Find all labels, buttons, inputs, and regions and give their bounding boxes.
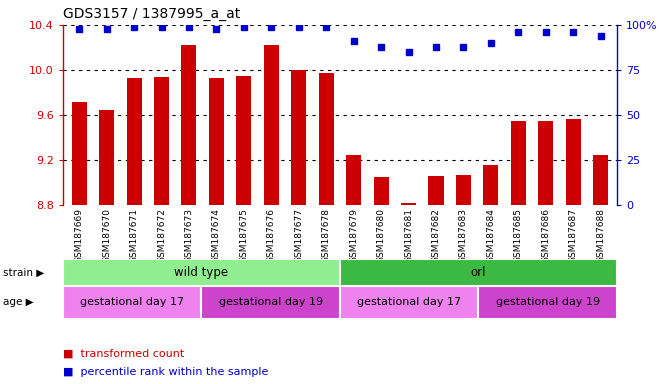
Text: GSM187685: GSM187685 bbox=[513, 208, 523, 263]
Bar bbox=[291, 70, 306, 205]
Text: GSM187682: GSM187682 bbox=[432, 208, 440, 263]
Text: gestational day 17: gestational day 17 bbox=[80, 297, 184, 308]
Text: GSM187678: GSM187678 bbox=[321, 208, 331, 263]
Text: age ▶: age ▶ bbox=[3, 297, 34, 308]
Bar bbox=[478, 286, 617, 319]
Text: GSM187671: GSM187671 bbox=[129, 208, 139, 263]
Bar bbox=[63, 259, 340, 286]
Bar bbox=[401, 203, 416, 205]
Bar bbox=[63, 286, 201, 319]
Text: GSM187672: GSM187672 bbox=[157, 208, 166, 263]
Bar bbox=[340, 286, 478, 319]
Bar bbox=[538, 121, 553, 205]
Text: GSM187679: GSM187679 bbox=[349, 208, 358, 263]
Bar bbox=[483, 165, 498, 205]
Bar bbox=[209, 78, 224, 205]
Text: gestational day 19: gestational day 19 bbox=[218, 297, 323, 308]
Text: orl: orl bbox=[471, 266, 486, 279]
Bar bbox=[428, 176, 444, 205]
Text: GSM187669: GSM187669 bbox=[75, 208, 84, 263]
Text: GSM187674: GSM187674 bbox=[212, 208, 221, 263]
Text: GSM187688: GSM187688 bbox=[596, 208, 605, 263]
Text: GSM187675: GSM187675 bbox=[240, 208, 248, 263]
Text: ■  transformed count: ■ transformed count bbox=[63, 348, 184, 358]
Text: GSM187670: GSM187670 bbox=[102, 208, 111, 263]
Text: GSM187684: GSM187684 bbox=[486, 208, 496, 263]
Bar bbox=[319, 73, 334, 205]
Text: GSM187686: GSM187686 bbox=[541, 208, 550, 263]
Text: GSM187683: GSM187683 bbox=[459, 208, 468, 263]
Bar bbox=[566, 119, 581, 205]
Bar bbox=[264, 45, 279, 205]
Bar bbox=[127, 78, 142, 205]
Text: GDS3157 / 1387995_a_at: GDS3157 / 1387995_a_at bbox=[63, 7, 240, 21]
Bar bbox=[236, 76, 251, 205]
Bar bbox=[340, 259, 617, 286]
Text: wild type: wild type bbox=[174, 266, 228, 279]
Bar bbox=[346, 155, 361, 205]
Text: GSM187687: GSM187687 bbox=[569, 208, 578, 263]
Bar bbox=[72, 102, 86, 205]
Bar bbox=[456, 175, 471, 205]
Bar bbox=[593, 155, 608, 205]
Text: GSM187673: GSM187673 bbox=[184, 208, 193, 263]
Text: GSM187681: GSM187681 bbox=[404, 208, 413, 263]
Bar bbox=[201, 286, 340, 319]
Text: gestational day 19: gestational day 19 bbox=[496, 297, 600, 308]
Bar bbox=[99, 109, 114, 205]
Text: GSM187680: GSM187680 bbox=[377, 208, 385, 263]
Bar bbox=[511, 121, 526, 205]
Text: GSM187677: GSM187677 bbox=[294, 208, 303, 263]
Text: ■  percentile rank within the sample: ■ percentile rank within the sample bbox=[63, 367, 268, 377]
Bar bbox=[374, 177, 389, 205]
Bar bbox=[182, 45, 197, 205]
Text: gestational day 17: gestational day 17 bbox=[357, 297, 461, 308]
Text: GSM187676: GSM187676 bbox=[267, 208, 276, 263]
Text: strain ▶: strain ▶ bbox=[3, 268, 44, 278]
Bar bbox=[154, 77, 169, 205]
